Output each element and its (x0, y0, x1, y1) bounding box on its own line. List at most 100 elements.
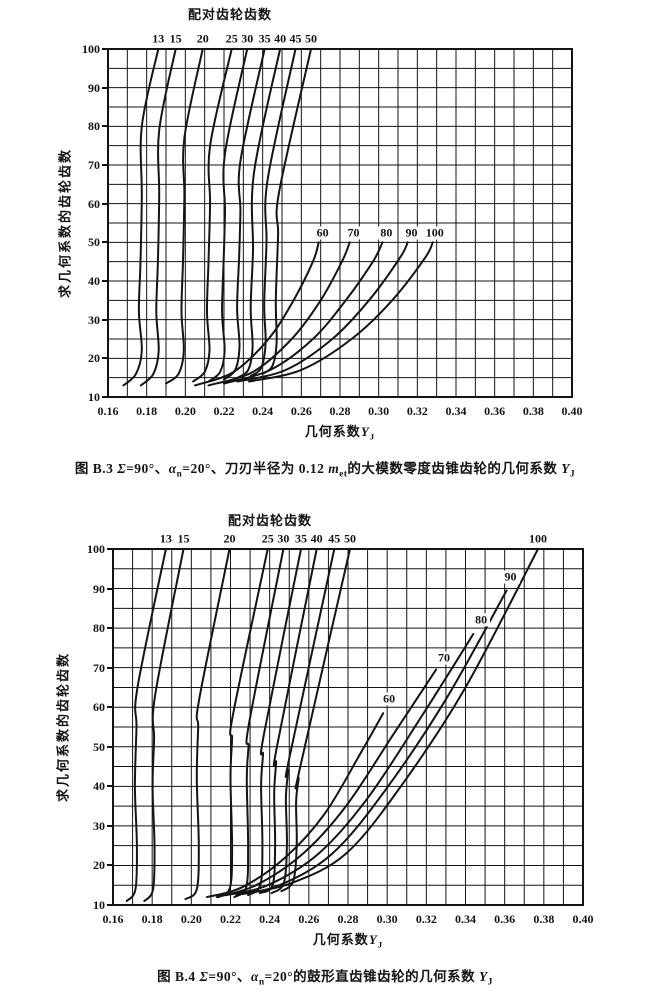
curve-z20 (165, 48, 204, 385)
y-tick-label: 60 (88, 196, 100, 211)
y-tick-mark (107, 785, 112, 788)
x-tick-label: 0.30 (368, 404, 390, 418)
curve-label-z35: 35 (258, 31, 271, 46)
y-tick-mark (102, 125, 107, 128)
curve-label-z15: 15 (177, 531, 190, 546)
x-tick-label: 0.28 (329, 404, 351, 418)
y-tick-label: 20 (88, 351, 100, 366)
x-tick-label: 0.28 (337, 912, 359, 926)
x-tick-label: 0.32 (415, 912, 437, 926)
x-tick-label: 0.24 (259, 912, 281, 926)
y-tick-label: 80 (93, 621, 105, 636)
curve-z20 (184, 548, 231, 901)
curve-label-z60: 60 (313, 226, 332, 240)
curve-label-z15: 15 (169, 31, 182, 46)
curve-label-z25: 25 (261, 531, 274, 546)
y-tick-label: 100 (87, 542, 105, 556)
y-tick-label: 10 (88, 390, 100, 404)
y-tick-mark (102, 318, 107, 321)
y-tick-mark (102, 241, 107, 244)
curve-z15 (143, 548, 185, 902)
x-tick-label: 0.40 (561, 404, 583, 418)
y-tick-label: 10 (93, 898, 105, 912)
x-tick-label: 0.38 (533, 912, 555, 926)
curve-label-z50: 50 (343, 531, 356, 546)
curve-label-z70: 70 (434, 651, 453, 665)
curve-label-z30: 30 (277, 531, 290, 546)
x-tick-label: 0.16 (102, 912, 124, 926)
curve-z70 (215, 668, 438, 899)
y-axis-label: 求几何系数的齿轮齿数 (57, 147, 73, 299)
x-axis-label: 几何系数YJ (312, 932, 384, 950)
curve-label-z40: 40 (274, 31, 287, 46)
curve-label-z90: 90 (501, 570, 520, 584)
curve-z60 (206, 712, 385, 899)
y-tick-mark (102, 396, 107, 398)
figure-b3: 配对齿轮齿数 图 B.3 Σ=90°、αn=20°、刀刃半径为 0.12 met… (0, 0, 650, 497)
curve-label-z90: 90 (402, 226, 421, 240)
curve-label-z25: 25 (225, 31, 238, 46)
curve-z50 (280, 548, 351, 893)
y-axis-label: 求几何系数的齿轮齿数 (55, 651, 71, 803)
curve-z50 (261, 48, 312, 375)
curve-z45 (250, 48, 297, 377)
curve-z30 (233, 548, 285, 899)
y-tick-label: 30 (88, 312, 100, 327)
y-tick-label: 40 (93, 779, 105, 794)
curve-z80 (225, 633, 475, 897)
y-tick-mark (107, 904, 112, 906)
figure-b4: 配对齿轮齿数 图 B.4 Σ=90°、αn=20°的鼓形直齿锥齿轮的几何系数 Y… (0, 497, 650, 997)
x-tick-label: 0.26 (290, 404, 312, 418)
curve-label-z50: 50 (305, 31, 317, 46)
y-tick-label: 50 (93, 739, 105, 754)
curve-z13 (125, 548, 167, 902)
x-tick-label: 0.36 (494, 912, 516, 926)
y-tick-mark (107, 824, 112, 827)
curve-label-z30: 30 (241, 31, 254, 46)
x-tick-label: 0.18 (136, 404, 158, 418)
curve-z15 (139, 48, 177, 387)
y-tick-mark (107, 745, 112, 748)
curve-label-z60: 60 (380, 692, 399, 706)
y-tick-mark (107, 706, 112, 709)
curve-label-z100: 100 (422, 226, 447, 240)
curve-z90 (235, 589, 508, 897)
mate-gear-teeth-axis-title: 配对齿轮齿数 (227, 513, 313, 528)
y-tick-label: 80 (88, 119, 100, 134)
y-tick-mark (102, 164, 107, 166)
y-tick-label: 70 (93, 660, 105, 675)
curve-z13 (122, 48, 160, 387)
x-tick-label: 0.16 (97, 404, 119, 418)
curve-z80 (223, 241, 384, 385)
y-tick-label: 40 (88, 274, 100, 288)
x-tick-label: 0.40 (572, 912, 594, 926)
y-tick-mark (102, 48, 107, 50)
x-tick-label: 0.22 (213, 404, 235, 418)
y-tick-mark (107, 548, 112, 550)
curve-z60 (194, 241, 320, 387)
curve-label-z13: 13 (152, 31, 165, 46)
x-tick-label: 0.38 (522, 404, 544, 418)
curve-label-z45: 45 (328, 531, 341, 546)
curve-label-z35: 35 (295, 531, 307, 546)
x-tick-label: 0.36 (484, 404, 506, 418)
y-tick-label: 70 (88, 158, 100, 172)
x-tick-label: 0.34 (455, 912, 476, 926)
y-tick-mark (102, 86, 107, 89)
curve-label-z80: 80 (377, 226, 396, 240)
curve-z25 (217, 548, 269, 899)
x-tick-label: 0.20 (174, 404, 196, 418)
mate-gear-teeth-axis-title: 配对齿轮齿数 (187, 7, 273, 22)
x-tick-label: 0.34 (445, 404, 467, 418)
curve-label-z20: 20 (196, 31, 209, 46)
x-tick-label: 0.18 (141, 912, 163, 926)
curve-z30 (207, 48, 249, 383)
curve-z70 (207, 241, 351, 387)
y-tick-label: 60 (93, 700, 105, 715)
y-tick-label: 50 (88, 235, 100, 250)
y-tick-mark (102, 280, 107, 282)
chart-canvas (107, 48, 573, 398)
curve-z25 (192, 48, 233, 383)
curve-label-z100: 100 (528, 531, 547, 546)
